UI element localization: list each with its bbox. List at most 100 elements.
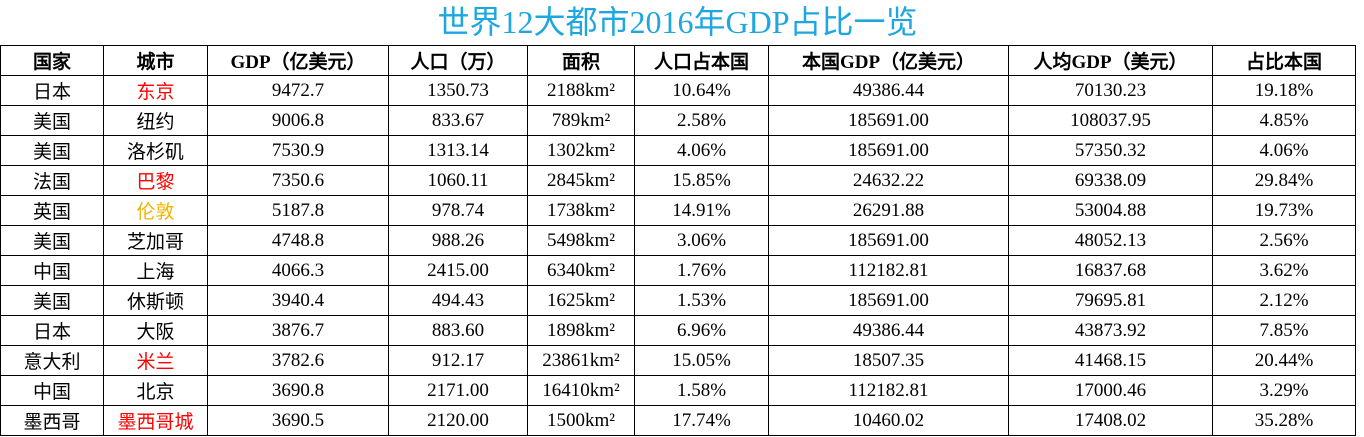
data-cell: 美国	[0, 285, 104, 316]
data-cell: 29.84%	[1212, 165, 1356, 196]
data-cell: 3.62%	[1212, 255, 1356, 286]
data-cell: 1625km²	[527, 285, 635, 316]
data-cell: 3690.5	[207, 405, 389, 436]
data-cell: 53004.88	[1008, 195, 1213, 226]
city-cell: 大阪	[103, 315, 208, 346]
data-cell: 3690.8	[207, 375, 389, 406]
data-cell: 112182.81	[768, 255, 1009, 286]
data-cell: 49386.44	[768, 75, 1009, 106]
data-cell: 美国	[0, 225, 104, 256]
data-cell: 789km²	[527, 105, 635, 136]
data-cell: 49386.44	[768, 315, 1009, 346]
data-row: 日本 东京 9472.7 1350.73 2188km² 10.64% 49386.44 70…	[0, 75, 1356, 106]
data-cell: 意大利	[0, 345, 104, 376]
city-cell: 纽约	[103, 105, 208, 136]
data-cell: 3782.6	[207, 345, 389, 376]
header-cell: 占比本国	[1212, 45, 1356, 76]
data-cell: 19.73%	[1212, 195, 1356, 226]
data-cell: 112182.81	[768, 375, 1009, 406]
data-cell: 108037.95	[1008, 105, 1213, 136]
header-cell: 城市	[103, 45, 208, 76]
data-cell: 1500km²	[527, 405, 635, 436]
data-row: 英国 伦敦 5187.8 978.74 1738km² 14.91% 26291.88 530…	[0, 195, 1356, 226]
data-cell: 23861km²	[527, 345, 635, 376]
header-cell: 人口（万）	[388, 45, 528, 76]
data-cell: 7.85%	[1212, 315, 1356, 346]
data-cell: 1302km²	[527, 135, 635, 166]
data-row: 意大利 米兰 3782.6 912.17 23861km² 15.05% 18507.35 4…	[0, 345, 1356, 376]
data-cell: 7530.9	[207, 135, 389, 166]
data-cell: 69338.09	[1008, 165, 1213, 196]
data-cell: 2.56%	[1212, 225, 1356, 256]
data-cell: 10.64%	[634, 75, 769, 106]
data-row: 美国 休斯顿 3940.4 494.43 1625km² 1.53% 185691.00 79…	[0, 285, 1356, 316]
city-cell: 上海	[103, 255, 208, 286]
data-row: 法国 巴黎 7350.6 1060.11 2845km² 15.85% 24632.22 69…	[0, 165, 1356, 196]
data-cell: 英国	[0, 195, 104, 226]
data-cell: 48052.13	[1008, 225, 1213, 256]
sheet-title: 世界12大都市2016年GDP占比一览	[437, 4, 918, 40]
city-cell: 墨西哥城	[103, 405, 208, 436]
data-cell: 3.29%	[1212, 375, 1356, 406]
data-cell: 883.60	[388, 315, 528, 346]
data-row: 墨西哥 墨西哥城 3690.5 2120.00 1500km² 17.74% 10460.0…	[0, 405, 1356, 436]
data-cell: 185691.00	[768, 225, 1009, 256]
data-cell: 1898km²	[527, 315, 635, 346]
header-cell: GDP（亿美元）	[207, 45, 389, 76]
data-cell: 15.85%	[634, 165, 769, 196]
data-cell: 3876.7	[207, 315, 389, 346]
data-cell: 185691.00	[768, 285, 1009, 316]
data-cell: 6.96%	[634, 315, 769, 346]
data-cell: 70130.23	[1008, 75, 1213, 106]
data-cell: 2188km²	[527, 75, 635, 106]
data-cell: 43873.92	[1008, 315, 1213, 346]
data-cell: 6340km²	[527, 255, 635, 286]
data-cell: 1060.11	[388, 165, 528, 196]
data-cell: 2.12%	[1212, 285, 1356, 316]
city-cell: 芝加哥	[103, 225, 208, 256]
data-cell: 2845km²	[527, 165, 635, 196]
data-cell: 1.76%	[634, 255, 769, 286]
data-cell: 35.28%	[1212, 405, 1356, 436]
data-cell: 中国	[0, 375, 104, 406]
data-cell: 5498km²	[527, 225, 635, 256]
data-row: 日本 大阪 3876.7 883.60 1898km² 6.96% 49386.44 4387…	[0, 315, 1356, 346]
data-row: 中国 上海 4066.3 2415.00 6340km² 1.76% 112182.81 16…	[0, 255, 1356, 286]
data-cell: 185691.00	[768, 105, 1009, 136]
data-cell: 墨西哥	[0, 405, 104, 436]
data-cell: 4.85%	[1212, 105, 1356, 136]
header-cell: 国家	[0, 45, 104, 76]
data-cell: 10460.02	[768, 405, 1009, 436]
data-row: 美国 芝加哥 4748.8 988.26 5498km² 3.06% 185691.00 48…	[0, 225, 1356, 256]
data-cell: 3.06%	[634, 225, 769, 256]
data-cell: 1313.14	[388, 135, 528, 166]
data-cell: 16837.68	[1008, 255, 1213, 286]
data-cell: 978.74	[388, 195, 528, 226]
data-cell: 16410km²	[527, 375, 635, 406]
data-cell: 2171.00	[388, 375, 528, 406]
data-cell: 4748.8	[207, 225, 389, 256]
data-cell: 185691.00	[768, 135, 1009, 166]
data-cell: 57350.32	[1008, 135, 1213, 166]
data-cell: 41468.15	[1008, 345, 1213, 376]
gdp-table: 国家 城市 GDP（亿美元） 人口（万） 面积 人口占本国 本国GDP（亿美元） 人均GDP（…	[0, 45, 1356, 436]
data-cell: 1.53%	[634, 285, 769, 316]
city-cell: 米兰	[103, 345, 208, 376]
header-cell: 人均GDP（美元）	[1008, 45, 1213, 76]
data-cell: 美国	[0, 105, 104, 136]
header-cell: 面积	[527, 45, 635, 76]
data-cell: 2.58%	[634, 105, 769, 136]
city-cell: 东京	[103, 75, 208, 106]
city-cell: 伦敦	[103, 195, 208, 226]
data-row: 美国 洛杉矶 7530.9 1313.14 1302km² 4.06% 185691.00 5…	[0, 135, 1356, 166]
data-cell: 2415.00	[388, 255, 528, 286]
data-cell: 2120.00	[388, 405, 528, 436]
data-cell: 24632.22	[768, 165, 1009, 196]
city-cell: 洛杉矶	[103, 135, 208, 166]
data-cell: 4.06%	[634, 135, 769, 166]
data-cell: 1.58%	[634, 375, 769, 406]
data-cell: 日本	[0, 75, 104, 106]
data-cell: 1350.73	[388, 75, 528, 106]
data-cell: 17000.46	[1008, 375, 1213, 406]
